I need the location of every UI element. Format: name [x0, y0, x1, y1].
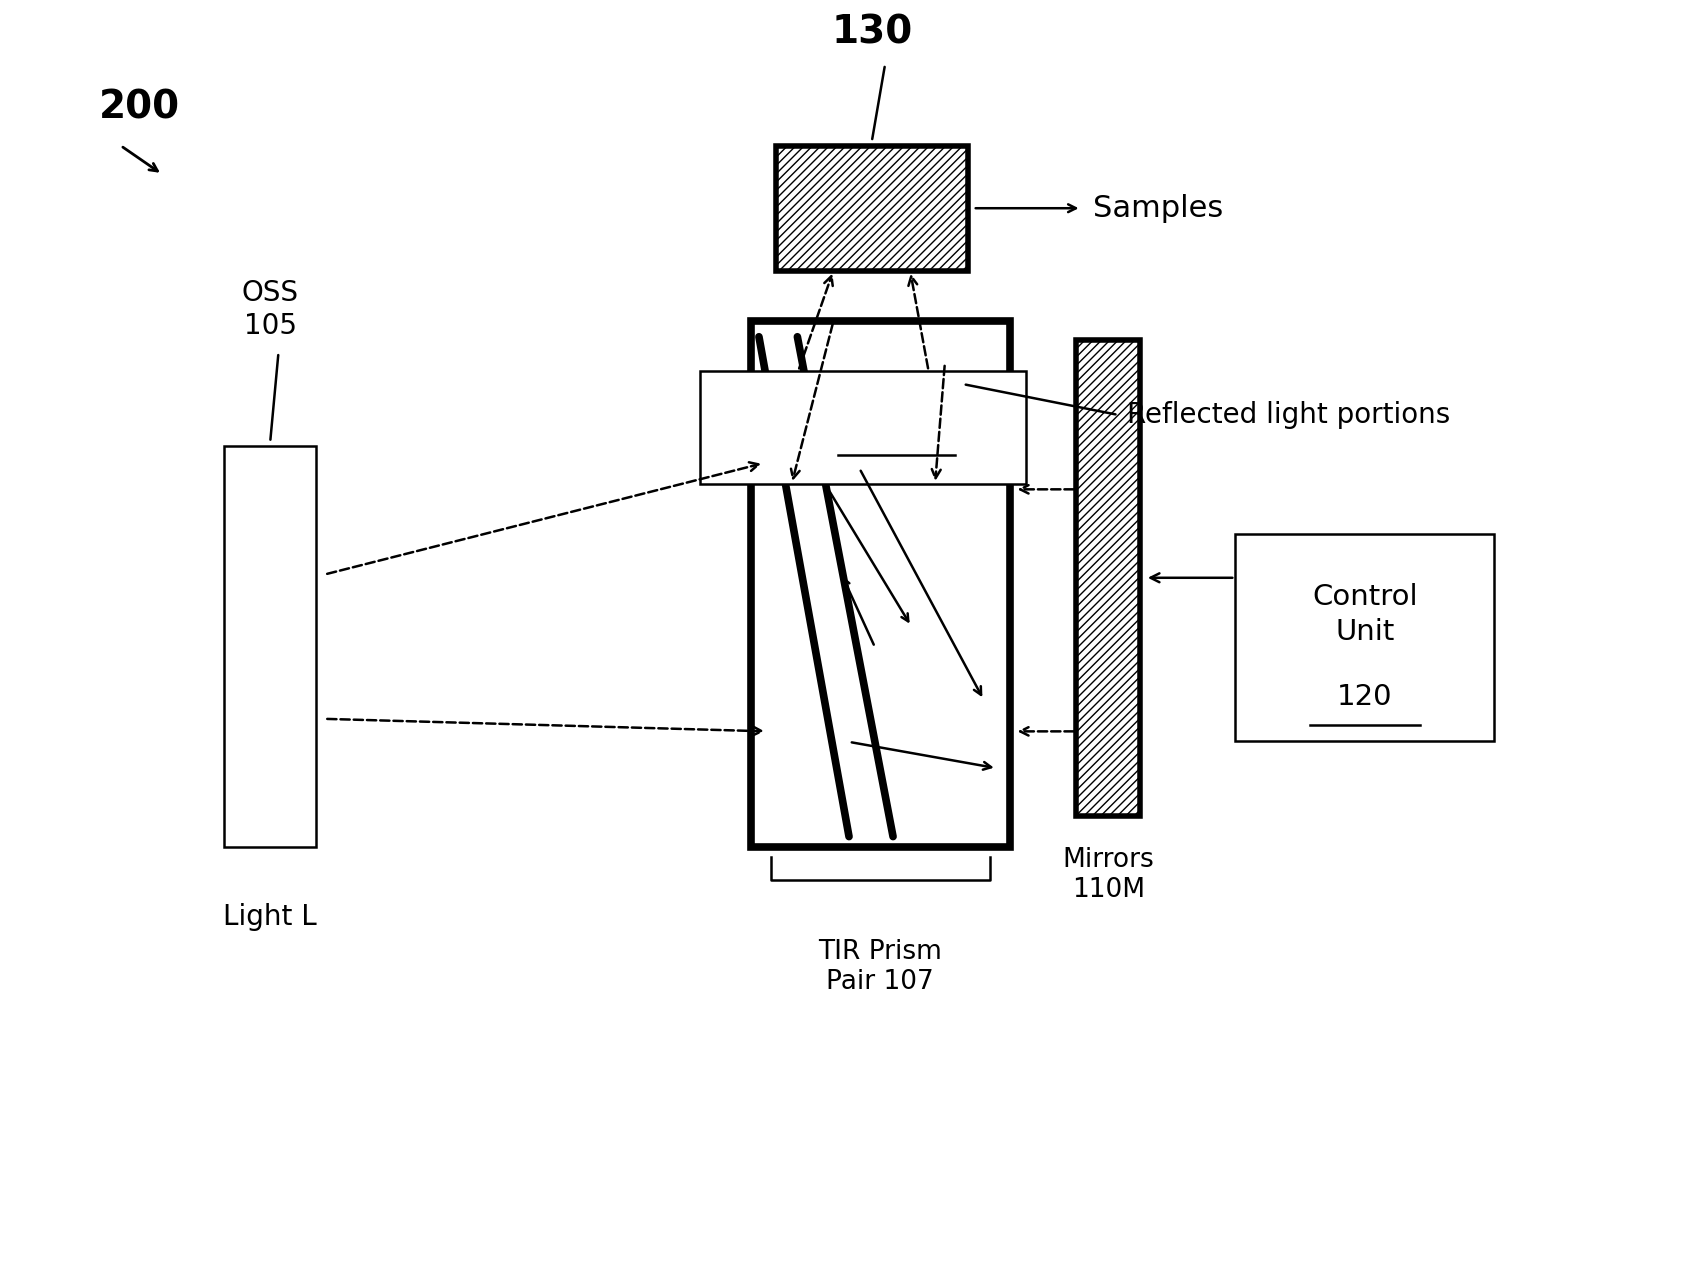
Bar: [701, 371, 1026, 484]
Bar: [1077, 339, 1141, 815]
Text: 200: 200: [99, 88, 180, 127]
Text: Reflected light portions: Reflected light portions: [1127, 401, 1449, 429]
Bar: [750, 321, 1009, 847]
Text: Mirrors
110M: Mirrors 110M: [1062, 847, 1154, 904]
Bar: [1235, 534, 1495, 741]
Text: 120: 120: [1336, 684, 1392, 712]
Text: 117: 117: [839, 412, 900, 443]
Bar: [224, 447, 317, 847]
Text: Samples: Samples: [1094, 193, 1223, 223]
Text: Control
Unit: Control Unit: [1313, 584, 1417, 646]
Bar: [775, 146, 967, 271]
Text: TIR Prism
Pair 107: TIR Prism Pair 107: [819, 938, 942, 995]
Text: Light L: Light L: [224, 904, 317, 932]
Text: OSS: OSS: [758, 412, 834, 443]
Text: OSS
105: OSS 105: [241, 279, 298, 339]
Text: 130: 130: [831, 14, 912, 51]
